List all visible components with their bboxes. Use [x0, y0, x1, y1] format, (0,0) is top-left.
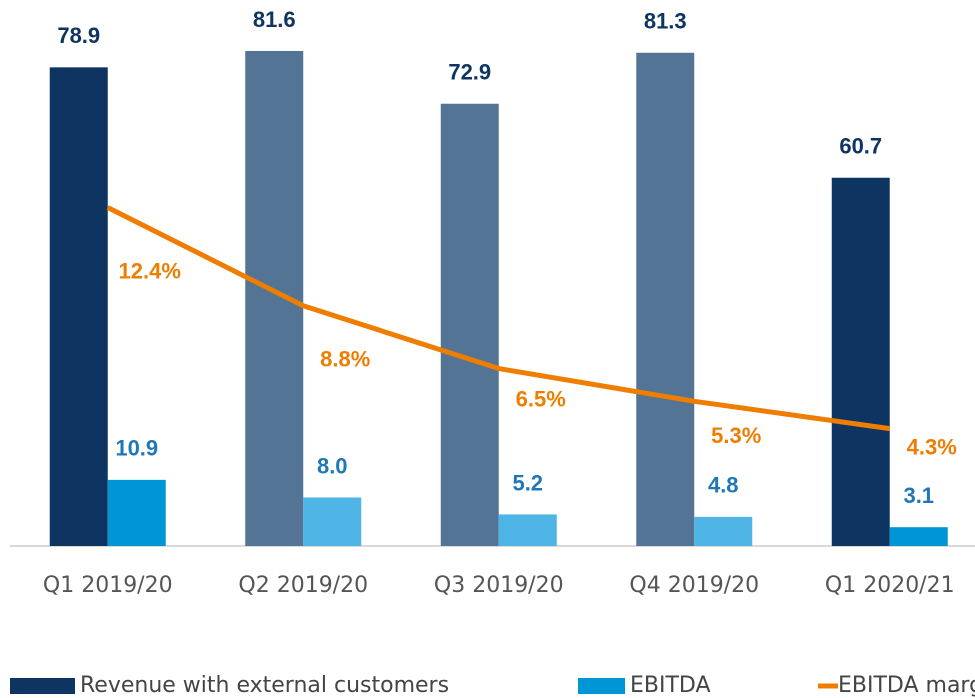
x-tick-label: Q3 2019/20 [434, 573, 564, 598]
value-label: 81.3 [644, 9, 687, 34]
value-label: 5.3% [711, 423, 761, 448]
legend-swatch [10, 678, 75, 694]
value-label: 8.8% [320, 347, 370, 372]
value-label: 78.9 [57, 23, 100, 48]
bar [694, 516, 753, 546]
value-label: 12.4% [119, 258, 181, 283]
value-label: 10.9 [115, 436, 158, 461]
bar [107, 479, 166, 546]
value-label: 5.2 [512, 470, 543, 495]
value-label: 6.5% [516, 386, 566, 411]
bar [49, 67, 108, 546]
value-label: 3.1 [903, 483, 934, 508]
bar [245, 50, 304, 547]
bar [440, 103, 499, 547]
legend-swatch [578, 678, 625, 694]
value-label: 4.3% [907, 434, 957, 459]
value-label: 72.9 [448, 60, 491, 85]
legend-label: Revenue with external customers [80, 673, 449, 698]
x-tick-label: Q2 2019/20 [238, 573, 368, 598]
x-tick-label: Q1 2020/21 [825, 573, 955, 598]
value-label: 4.8 [708, 473, 739, 498]
bar [636, 52, 695, 546]
bar [498, 514, 557, 546]
bar [303, 497, 362, 546]
x-tick-label: Q1 2019/20 [43, 573, 173, 598]
x-tick-label: Q4 2019/20 [629, 573, 759, 598]
value-label: 8.0 [317, 453, 348, 478]
bar [889, 527, 948, 546]
legend-label: EBITDA margin [838, 673, 975, 698]
bar [831, 177, 890, 546]
line [106, 205, 891, 432]
value-label: 81.6 [253, 7, 296, 32]
value-label: 60.7 [839, 134, 882, 159]
legend-label: EBITDA [630, 673, 711, 698]
